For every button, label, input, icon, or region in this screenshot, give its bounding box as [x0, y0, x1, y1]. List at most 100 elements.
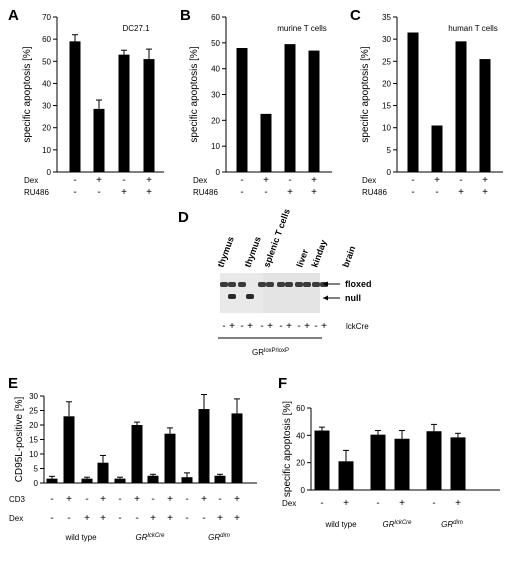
gel-band-null: [228, 294, 236, 299]
gel-sign: +: [304, 321, 310, 332]
group-label-base: GR: [382, 520, 394, 529]
condition-sign: +: [311, 187, 317, 198]
bar: [407, 32, 419, 172]
y-tick-label: 15: [382, 102, 391, 111]
condition-sign: +: [458, 187, 464, 198]
genotype-sup: loxP/loxP: [264, 348, 289, 354]
gel-band-floxed: [266, 282, 274, 287]
panel-letter-c: C: [350, 7, 361, 24]
condition-sign: -: [85, 494, 88, 505]
bar: [479, 59, 491, 173]
condition-sign: -: [432, 498, 435, 509]
bar: [143, 59, 155, 173]
gel-sign: +: [267, 321, 273, 332]
condition-sign: -: [67, 513, 70, 524]
panel-letter-a: A: [8, 7, 19, 24]
gel-band-floxed: [295, 282, 303, 287]
y-tick-label: 20: [42, 124, 51, 133]
gel-band-floxed: [277, 282, 285, 287]
group-label-sup: dim: [453, 520, 463, 526]
bar: [69, 41, 81, 172]
chart-annotation: human T cells: [448, 24, 498, 33]
gel-band-null: [246, 294, 254, 299]
y-tick-label: 20: [211, 116, 220, 125]
band-floxed-label: floxed: [345, 279, 372, 289]
gel-band-floxed: [312, 282, 320, 287]
y-tick-label: 10: [382, 124, 391, 133]
bar: [147, 475, 159, 483]
y-tick-label: 35: [382, 13, 391, 22]
bar: [118, 54, 130, 173]
bar: [131, 425, 143, 483]
condition-sign: -: [73, 175, 76, 186]
gel-sign: -: [222, 321, 225, 332]
band-null-label: null: [345, 293, 361, 303]
chart-panel-b: 0 10 20 30 40 50 60 specific apoptosis [%] murin…: [189, 13, 332, 198]
y-tick-label: 60: [42, 35, 51, 44]
condition-sign: -: [240, 175, 243, 186]
bar: [198, 409, 210, 483]
bar: [260, 113, 272, 172]
y-tick-label: 15: [29, 436, 38, 445]
y-tick-label: 20: [296, 459, 305, 468]
condition-sign: +: [217, 513, 223, 524]
group-label-base: wild type: [324, 520, 357, 529]
group-label-sup: lckCre: [147, 533, 165, 539]
group-label-base: wild type: [64, 533, 97, 542]
gel-lane-label: thymus: [242, 235, 262, 269]
condition-sign: +: [121, 187, 127, 198]
gel-lane-label: kinday: [309, 238, 328, 268]
y-tick-label: 40: [296, 431, 305, 440]
gel-sign: -: [279, 321, 282, 332]
condition-sign: -: [411, 175, 414, 186]
y-tick-label: 20: [382, 79, 391, 88]
gel-band-floxed: [228, 282, 236, 287]
condition-sign: -: [435, 187, 438, 198]
condition-sign: -: [73, 187, 76, 198]
condition-sign: -: [151, 494, 154, 505]
condition-sign: +: [287, 187, 293, 198]
bar: [214, 475, 226, 483]
panel-letter-e: E: [8, 375, 18, 392]
y-tick-label: 10: [211, 142, 220, 151]
gel-sign: +: [247, 321, 253, 332]
bar: [284, 44, 296, 172]
gel-sign: +: [321, 321, 327, 332]
null-arrow-head: [323, 295, 328, 301]
group-label-sup: lckCre: [394, 520, 412, 526]
gel-lane-label: brain: [340, 245, 357, 269]
bar: [236, 48, 248, 172]
condition-sign: +: [84, 513, 90, 524]
condition-sign: +: [234, 513, 240, 524]
y-tick-label: 5: [34, 465, 39, 474]
bar: [93, 108, 105, 172]
condition-sign: -: [97, 187, 100, 198]
condition-sign: -: [185, 513, 188, 524]
y-tick-label: 0: [387, 168, 392, 177]
gel-band-floxed: [220, 282, 228, 287]
condition-row-label: Dex: [362, 176, 376, 185]
gel-lane-label: liver: [294, 247, 310, 268]
condition-sign: -: [50, 513, 53, 524]
condition-row-label: RU486: [193, 188, 218, 197]
group-label-base: GR: [135, 533, 147, 542]
condition-sign: +: [96, 175, 102, 186]
bar: [63, 416, 75, 483]
condition-sign: -: [411, 187, 414, 198]
gel-band-floxed: [258, 282, 266, 287]
group-label: wild type: [64, 533, 97, 542]
y-axis-title: specific apoptosis [%]: [360, 46, 371, 142]
condition-sign: +: [100, 494, 106, 505]
condition-sign: +: [455, 498, 461, 509]
condition-sign: +: [167, 494, 173, 505]
group-label: GRlckCre: [135, 533, 165, 542]
condition-row-label: Dex: [193, 176, 207, 185]
group-label-base: GR: [441, 520, 453, 529]
condition-sign: +: [167, 513, 173, 524]
bar: [81, 478, 93, 483]
y-tick-label: 10: [29, 450, 38, 459]
genotype-base: GR: [252, 348, 264, 357]
panel-letter-f: F: [278, 375, 287, 392]
condition-sign: +: [234, 494, 240, 505]
